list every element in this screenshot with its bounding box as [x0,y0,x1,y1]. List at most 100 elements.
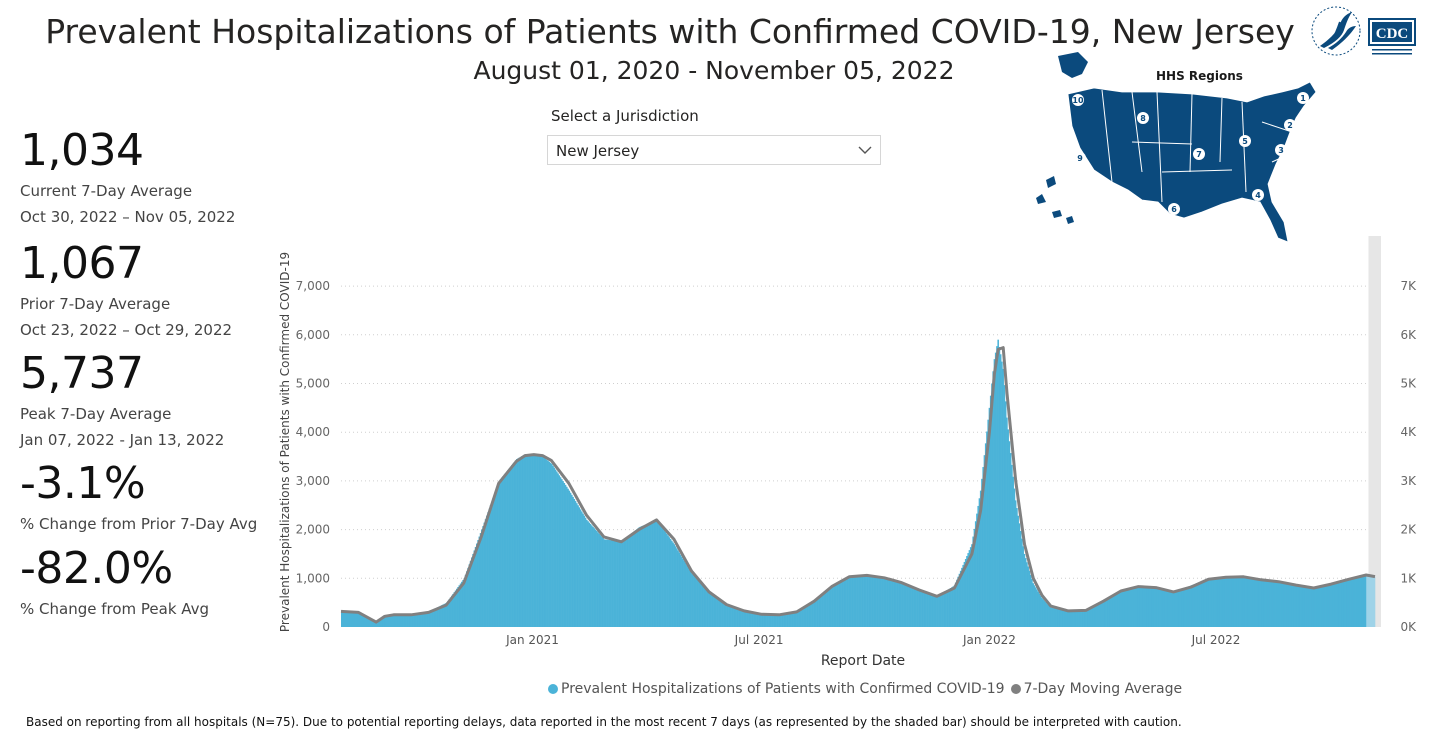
bar[interactable] [1099,601,1102,627]
bar[interactable] [866,575,868,627]
bar[interactable] [452,593,454,627]
bar[interactable] [1108,596,1111,627]
bar[interactable] [1329,583,1332,627]
bar[interactable] [918,590,921,627]
bar[interactable] [937,596,939,627]
bar[interactable] [624,538,627,627]
bar[interactable] [346,612,348,627]
bar[interactable] [1043,600,1046,627]
bar[interactable] [883,578,886,627]
bar[interactable] [1117,591,1119,627]
bar[interactable] [961,567,963,627]
bar[interactable] [823,591,826,627]
bar[interactable] [757,614,759,627]
bar[interactable] [1211,578,1213,627]
bar[interactable] [1372,576,1375,627]
bar[interactable] [773,614,776,627]
bar[interactable] [936,596,938,627]
bar[interactable] [651,521,653,627]
bar[interactable] [583,515,586,627]
bar[interactable] [1144,587,1147,627]
bar[interactable] [941,593,943,627]
bar[interactable] [569,492,572,627]
bar[interactable] [1197,582,1200,627]
bar[interactable] [1174,591,1177,627]
bar[interactable] [1102,600,1104,627]
bar[interactable] [456,588,458,627]
bar[interactable] [1207,578,1210,627]
bar[interactable] [1308,587,1311,627]
bar[interactable] [723,603,726,627]
bar[interactable] [578,507,581,627]
bar[interactable] [486,515,488,627]
bar[interactable] [443,603,446,627]
bar[interactable] [1301,586,1303,627]
bar[interactable] [973,528,976,627]
bar[interactable] [897,582,899,627]
bar[interactable] [411,614,413,627]
bar[interactable] [722,602,724,627]
hhs-regions-map[interactable]: 1 2 3 4 5 6 7 8 9 10 [1032,52,1322,248]
bar[interactable] [492,498,494,627]
bar[interactable] [509,466,512,627]
bar[interactable] [548,461,551,627]
bar[interactable] [1006,417,1008,627]
bar[interactable] [742,610,744,627]
bar[interactable] [1181,588,1183,627]
bar[interactable] [567,488,569,627]
bar[interactable] [344,612,347,627]
bar[interactable] [819,594,822,627]
bar[interactable] [1032,583,1034,627]
bar[interactable] [1304,586,1307,627]
bar[interactable] [1137,587,1139,627]
bar[interactable] [987,419,989,627]
bar[interactable] [902,583,904,627]
bar[interactable] [792,612,794,627]
bar[interactable] [1209,578,1212,627]
bar[interactable] [889,580,892,627]
bar[interactable] [1237,577,1240,627]
bar[interactable] [386,615,388,627]
bar[interactable] [666,533,668,627]
legend-item-bars[interactable]: Prevalent Hospitalizations of Patients w… [548,681,1005,697]
bar[interactable] [437,607,439,627]
bar[interactable] [584,517,587,627]
bar[interactable] [522,455,524,627]
bar[interactable] [408,614,411,627]
bar[interactable] [704,588,707,627]
bar[interactable] [831,585,833,627]
bar[interactable] [534,455,537,627]
bar[interactable] [1074,610,1077,627]
bar[interactable] [1172,591,1175,627]
bar[interactable] [791,612,793,627]
bar[interactable] [476,543,478,627]
bar[interactable] [909,586,912,627]
bar[interactable] [557,473,559,627]
bar[interactable] [543,457,546,627]
bar[interactable] [916,589,918,627]
bar[interactable] [572,496,574,627]
bar[interactable] [1248,578,1251,627]
bar[interactable] [601,536,603,627]
bar[interactable] [628,535,631,627]
bar[interactable] [1147,587,1149,627]
bar[interactable] [1084,609,1087,627]
bar[interactable] [1023,553,1026,627]
bar[interactable] [614,540,617,627]
bar[interactable] [1228,577,1231,627]
bar[interactable] [353,612,356,627]
bar[interactable] [729,606,732,627]
bar[interactable] [1353,577,1356,627]
bar[interactable] [399,614,402,627]
bar[interactable] [898,582,901,627]
bar[interactable] [1323,584,1326,627]
bar[interactable] [554,469,557,627]
bar[interactable] [1008,441,1011,627]
bar[interactable] [514,460,517,627]
bar[interactable] [396,614,398,627]
bar[interactable] [713,596,716,627]
bar[interactable] [1004,401,1007,627]
bar[interactable] [864,575,867,627]
bar[interactable] [1224,577,1227,627]
bar[interactable] [697,580,699,627]
